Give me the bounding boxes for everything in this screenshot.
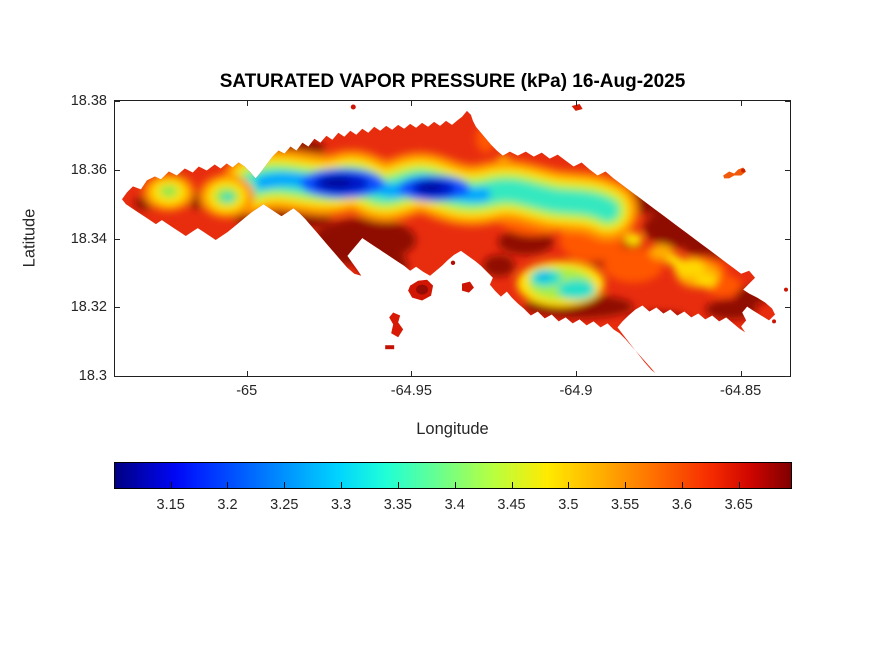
y-tick-label: 18.32	[70, 299, 107, 316]
chart-title: SATURATED VAPOR PRESSURE (kPa) 16-Aug-20…	[219, 71, 686, 92]
west-lobe-patches	[142, 173, 255, 219]
x-tick-label: -64.95	[390, 383, 432, 399]
x-tick-label: -65	[236, 383, 258, 399]
colorbar-tick-label: 3.6	[671, 497, 693, 513]
islets	[350, 103, 789, 350]
colorbar-tick-mark	[625, 482, 627, 488]
colorbar-tick-mark	[681, 482, 683, 488]
colorbar-tick-mark	[511, 482, 513, 488]
colorbar-tick-label: 3.4	[444, 497, 465, 513]
y-tick-mark	[115, 307, 120, 309]
y-tick-mark	[785, 307, 790, 309]
y-tick-mark	[115, 101, 120, 102]
main-island	[121, 110, 776, 374]
y-tick-label: 18.3	[78, 368, 107, 384]
colorbar-tick-mark	[738, 482, 740, 488]
y-tick-label: 18.38	[70, 93, 107, 109]
colorbar-tick-label: 3.45	[497, 497, 526, 513]
colorbar-tick-label: 3.65	[724, 497, 753, 513]
x-tick-mark	[411, 371, 413, 376]
x-tick-mark	[246, 371, 248, 376]
colorbar-tick-label: 3.2	[217, 497, 238, 513]
x-tick-mark	[411, 101, 413, 106]
x-axis-label: Longitude	[416, 420, 489, 438]
colorbar-tick-mark	[454, 482, 456, 488]
ridge-blue-cores	[300, 168, 470, 202]
island-heatmap-svg	[121, 103, 789, 374]
colorbar-tick-label: 3.55	[610, 497, 640, 513]
y-tick-mark	[785, 101, 790, 102]
y-tick-label: 18.34	[70, 230, 107, 247]
y-tick-mark	[785, 169, 790, 171]
colorbar-tick-mark	[170, 482, 172, 488]
colorbar-tick-label: 3.35	[383, 497, 413, 513]
colorbar-tick-label: 3.15	[156, 497, 185, 513]
plot-area: -65 -64.95 -64.9 -64.85 18.38 18.36 18.34 18.32…	[71, 93, 791, 399]
y-tick-mark	[115, 238, 120, 240]
x-tick-label: -64.85	[720, 383, 762, 399]
colorbar-tick-mark	[397, 482, 399, 488]
colorbar-tick-mark	[568, 482, 570, 488]
y-tick-mark	[115, 376, 120, 377]
y-tick-mark	[785, 376, 790, 377]
colorbar-tick-label: 3.25	[270, 497, 299, 513]
y-axis-label: Latitude	[20, 208, 39, 268]
colorbar-tick-mark	[284, 482, 286, 488]
colorbar-tick-mark	[341, 482, 343, 488]
x-tick-mark	[740, 101, 742, 106]
x-tick-mark	[740, 371, 742, 376]
colorbar-tick-label: 3.3	[330, 497, 352, 513]
y-tick-mark	[115, 169, 120, 171]
x-tick-label: -64.9	[559, 383, 593, 399]
colorbar-tick-mark	[227, 482, 229, 488]
y-tick-mark	[785, 238, 790, 240]
south-cyan-patch	[516, 260, 605, 307]
colorbar-tick-label: 3.5	[558, 497, 579, 513]
x-tick-mark	[575, 371, 577, 376]
x-tick-mark	[246, 101, 248, 106]
x-tick-mark	[575, 101, 577, 106]
colorbar: 3.15 3.2 3.25 3.3 3.35 3.4 3.45 3.5 3.55 3.6 3.65	[114, 462, 792, 513]
y-tick-label: 18.36	[70, 161, 107, 178]
